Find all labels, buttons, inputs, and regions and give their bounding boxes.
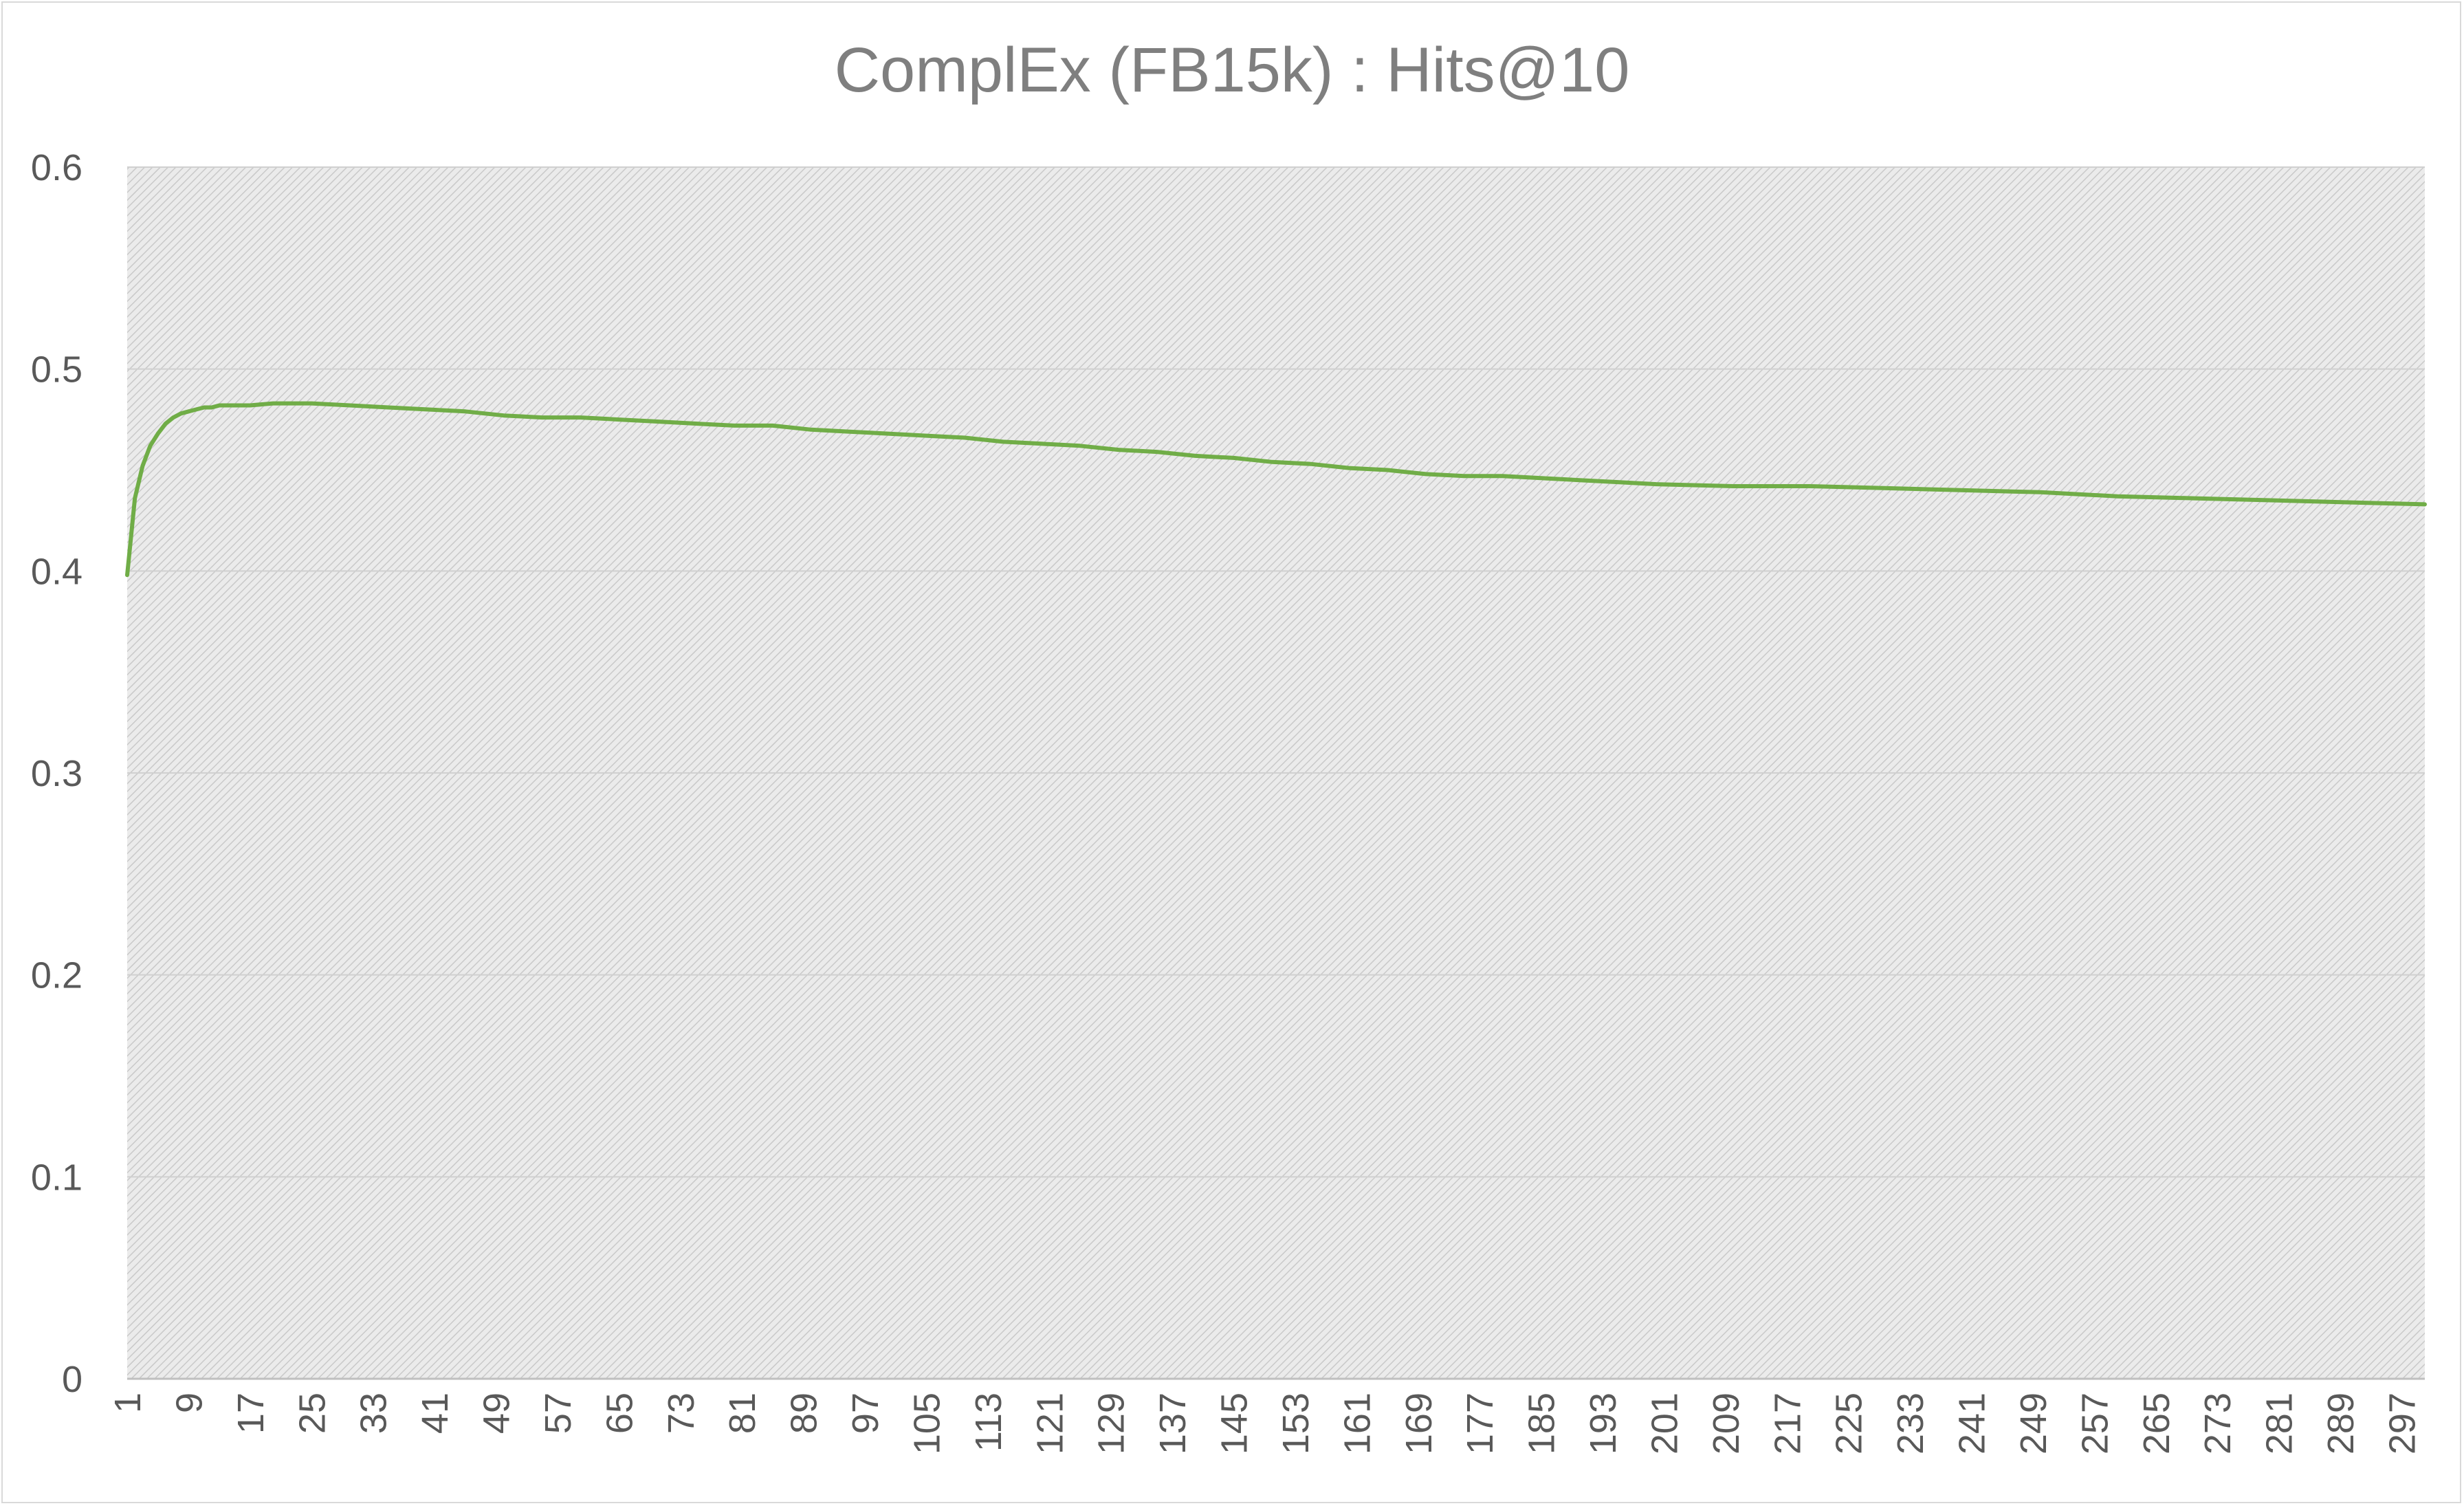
- x-tick-label: 169: [1398, 1393, 1440, 1454]
- x-tick-label: 233: [1890, 1393, 1931, 1454]
- x-axis-labels: 1 9 17 25 33 41 49 57 65 73 81 89 97 105 113 121 129 137 1…: [107, 1393, 2423, 1454]
- x-tick-label: 265: [2136, 1393, 2177, 1454]
- y-axis-labels: 0 0.1 0.2 0.3 0.4 0.5 0.6: [31, 147, 82, 1400]
- x-tick-label: 129: [1091, 1393, 1132, 1454]
- y-tick-label: 0.6: [31, 147, 82, 188]
- x-tick-label: 193: [1583, 1393, 1624, 1454]
- y-tick-label: 0.1: [31, 1157, 82, 1198]
- x-tick-label: 145: [1214, 1393, 1255, 1454]
- x-tick-label: 201: [1644, 1393, 1685, 1454]
- y-tick-label: 0: [62, 1359, 82, 1400]
- x-tick-label: 289: [2320, 1393, 2362, 1454]
- x-tick-label: 177: [1460, 1393, 1501, 1454]
- x-tick-label: 161: [1336, 1393, 1378, 1454]
- x-tick-label: 81: [722, 1393, 763, 1434]
- x-tick-label: 209: [1706, 1393, 1747, 1454]
- x-tick-label: 1: [107, 1393, 148, 1413]
- x-tick-label: 297: [2382, 1393, 2423, 1454]
- chart-title: ComplEx (FB15k) : Hits@10: [834, 35, 1630, 105]
- x-tick-label: 225: [1829, 1393, 1870, 1454]
- y-tick-label: 0.5: [31, 349, 82, 391]
- x-tick-label: 137: [1152, 1393, 1194, 1454]
- x-tick-label: 73: [661, 1393, 702, 1434]
- x-tick-label: 65: [599, 1393, 640, 1434]
- x-tick-label: 281: [2259, 1393, 2300, 1454]
- x-tick-label: 273: [2197, 1393, 2238, 1454]
- x-tick-label: 49: [476, 1393, 518, 1434]
- series-layer: [125, 401, 2427, 578]
- x-tick-label: 41: [415, 1393, 456, 1434]
- x-tick-label: 185: [1521, 1393, 1563, 1454]
- x-tick-label: 89: [784, 1393, 825, 1434]
- x-tick-label: 33: [353, 1393, 395, 1434]
- x-tick-label: 105: [906, 1393, 947, 1454]
- x-tick-label: 217: [1767, 1393, 1808, 1454]
- x-tick-label: 17: [230, 1393, 272, 1434]
- x-tick-label: 113: [968, 1393, 1009, 1452]
- x-tick-label: 257: [2074, 1393, 2115, 1454]
- gridlines: [127, 166, 2425, 1178]
- x-tick-label: 97: [845, 1393, 886, 1434]
- x-tick-label: 9: [168, 1393, 210, 1413]
- x-tick-label: 241: [1952, 1393, 1993, 1454]
- series-line: [125, 401, 2427, 578]
- y-tick-label: 0.4: [31, 551, 82, 592]
- x-tick-label: 57: [538, 1393, 579, 1434]
- x-tick-label: 249: [2013, 1393, 2054, 1454]
- x-tick-label: 121: [1029, 1393, 1070, 1454]
- y-tick-label: 0.2: [31, 955, 82, 996]
- y-tick-label: 0.3: [31, 753, 82, 794]
- x-tick-label: 153: [1275, 1393, 1317, 1454]
- x-tick-label: 25: [292, 1393, 333, 1434]
